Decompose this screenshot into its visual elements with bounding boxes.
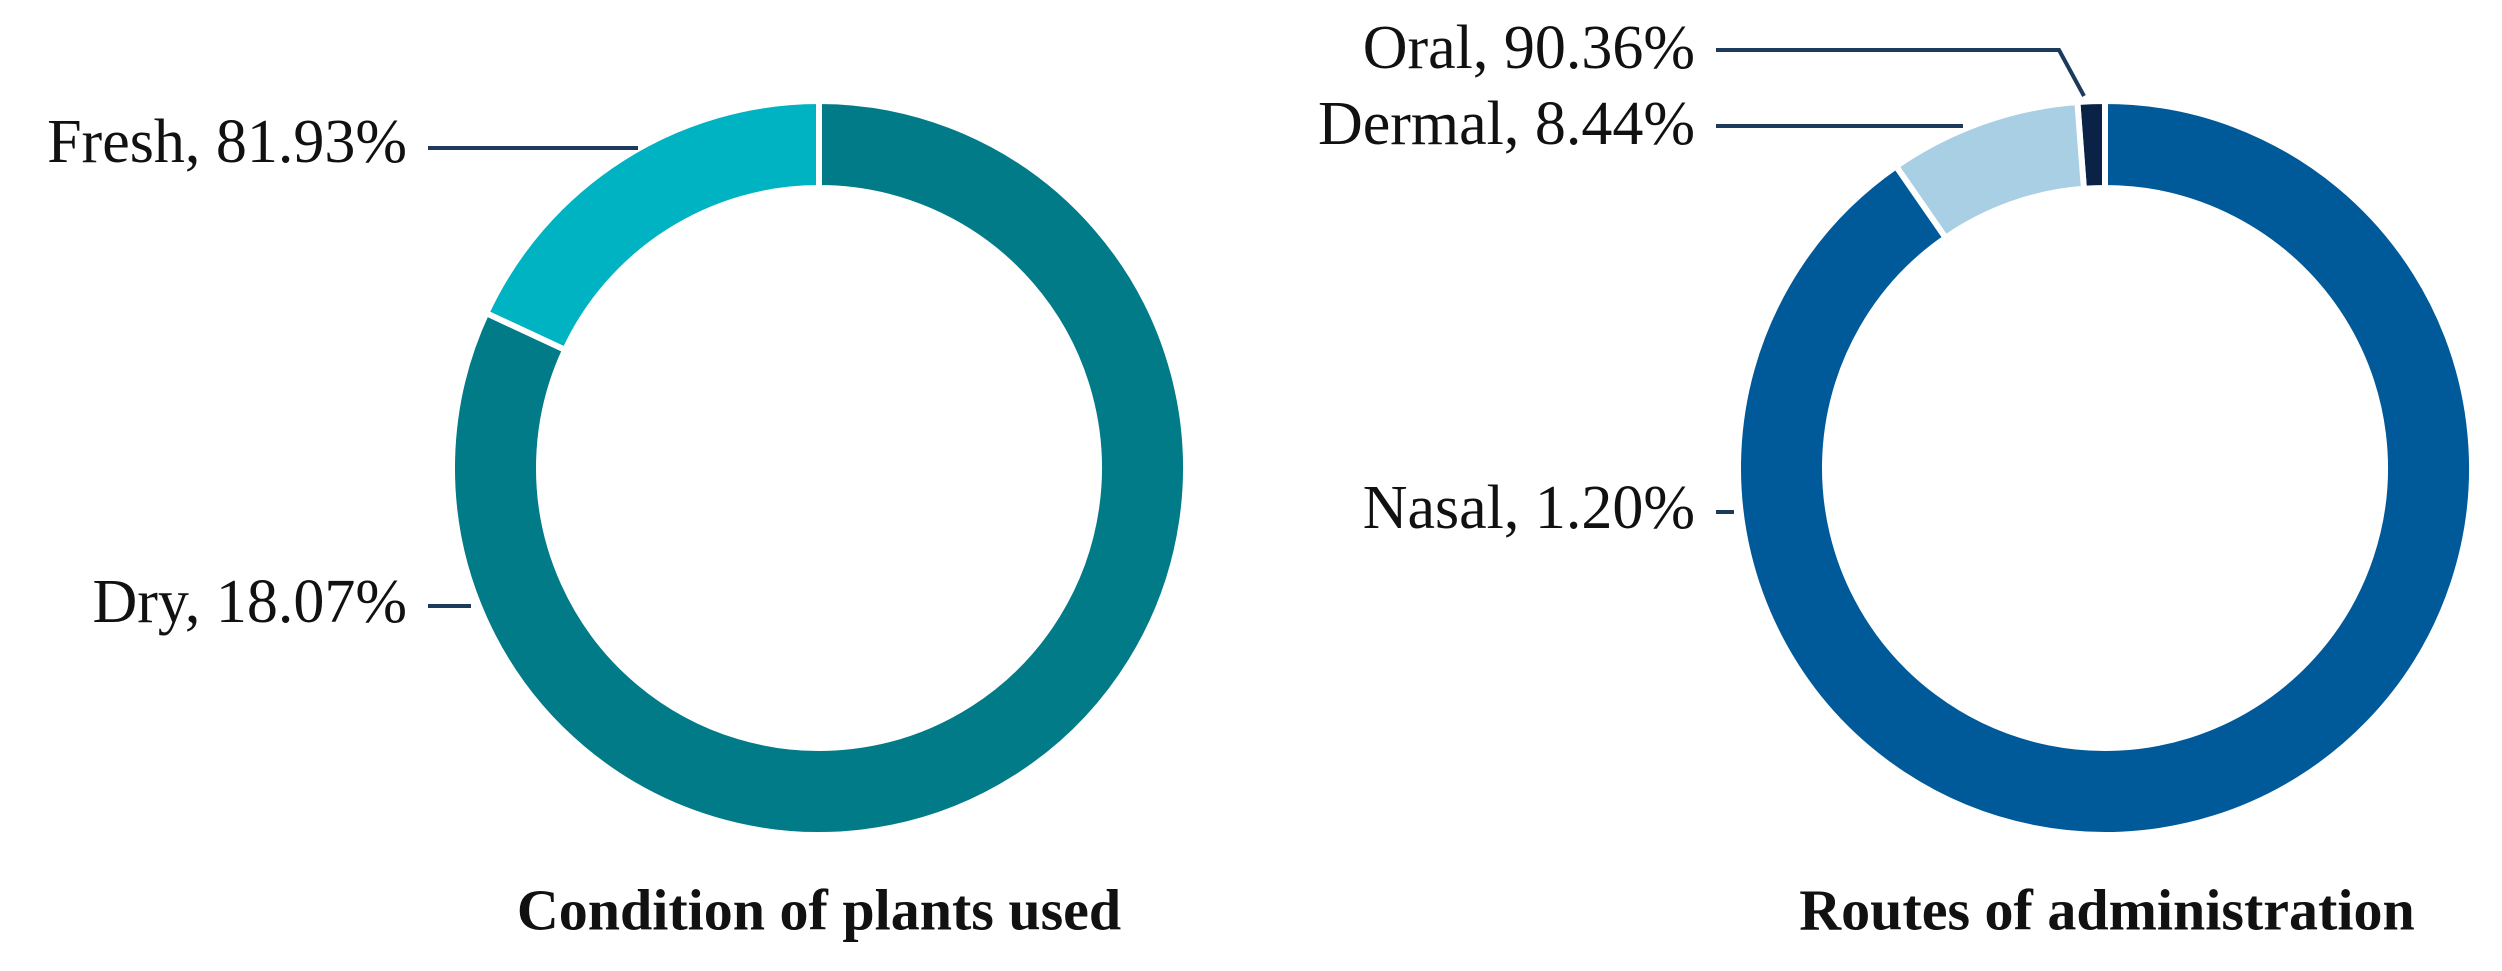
slice-label: Nasal, 1.20% (1363, 474, 1695, 542)
donut-slice (449, 97, 1189, 838)
slice-label: Dermal, 8.44% (1318, 90, 1695, 158)
chart-title: Routes of administration (1799, 877, 2414, 942)
chart-right: Oral, 90.36% Dermal, 8.44% Nasal, 1.20% … (1318, 14, 2475, 942)
slice-label: Fresh, 81.93% (47, 108, 407, 176)
donut-slice (482, 97, 822, 354)
donut-slice (1891, 98, 2088, 242)
donut-slice (1735, 97, 2475, 838)
chart-left: Fresh, 81.93% Dry, 18.07% Condition of p… (47, 97, 1189, 942)
chart-title: Condition of plants used (517, 877, 1121, 942)
slice-label: Oral, 90.36% (1363, 14, 1695, 82)
slice-label: Dry, 18.07% (92, 568, 407, 636)
leader-line (1716, 48, 2086, 97)
